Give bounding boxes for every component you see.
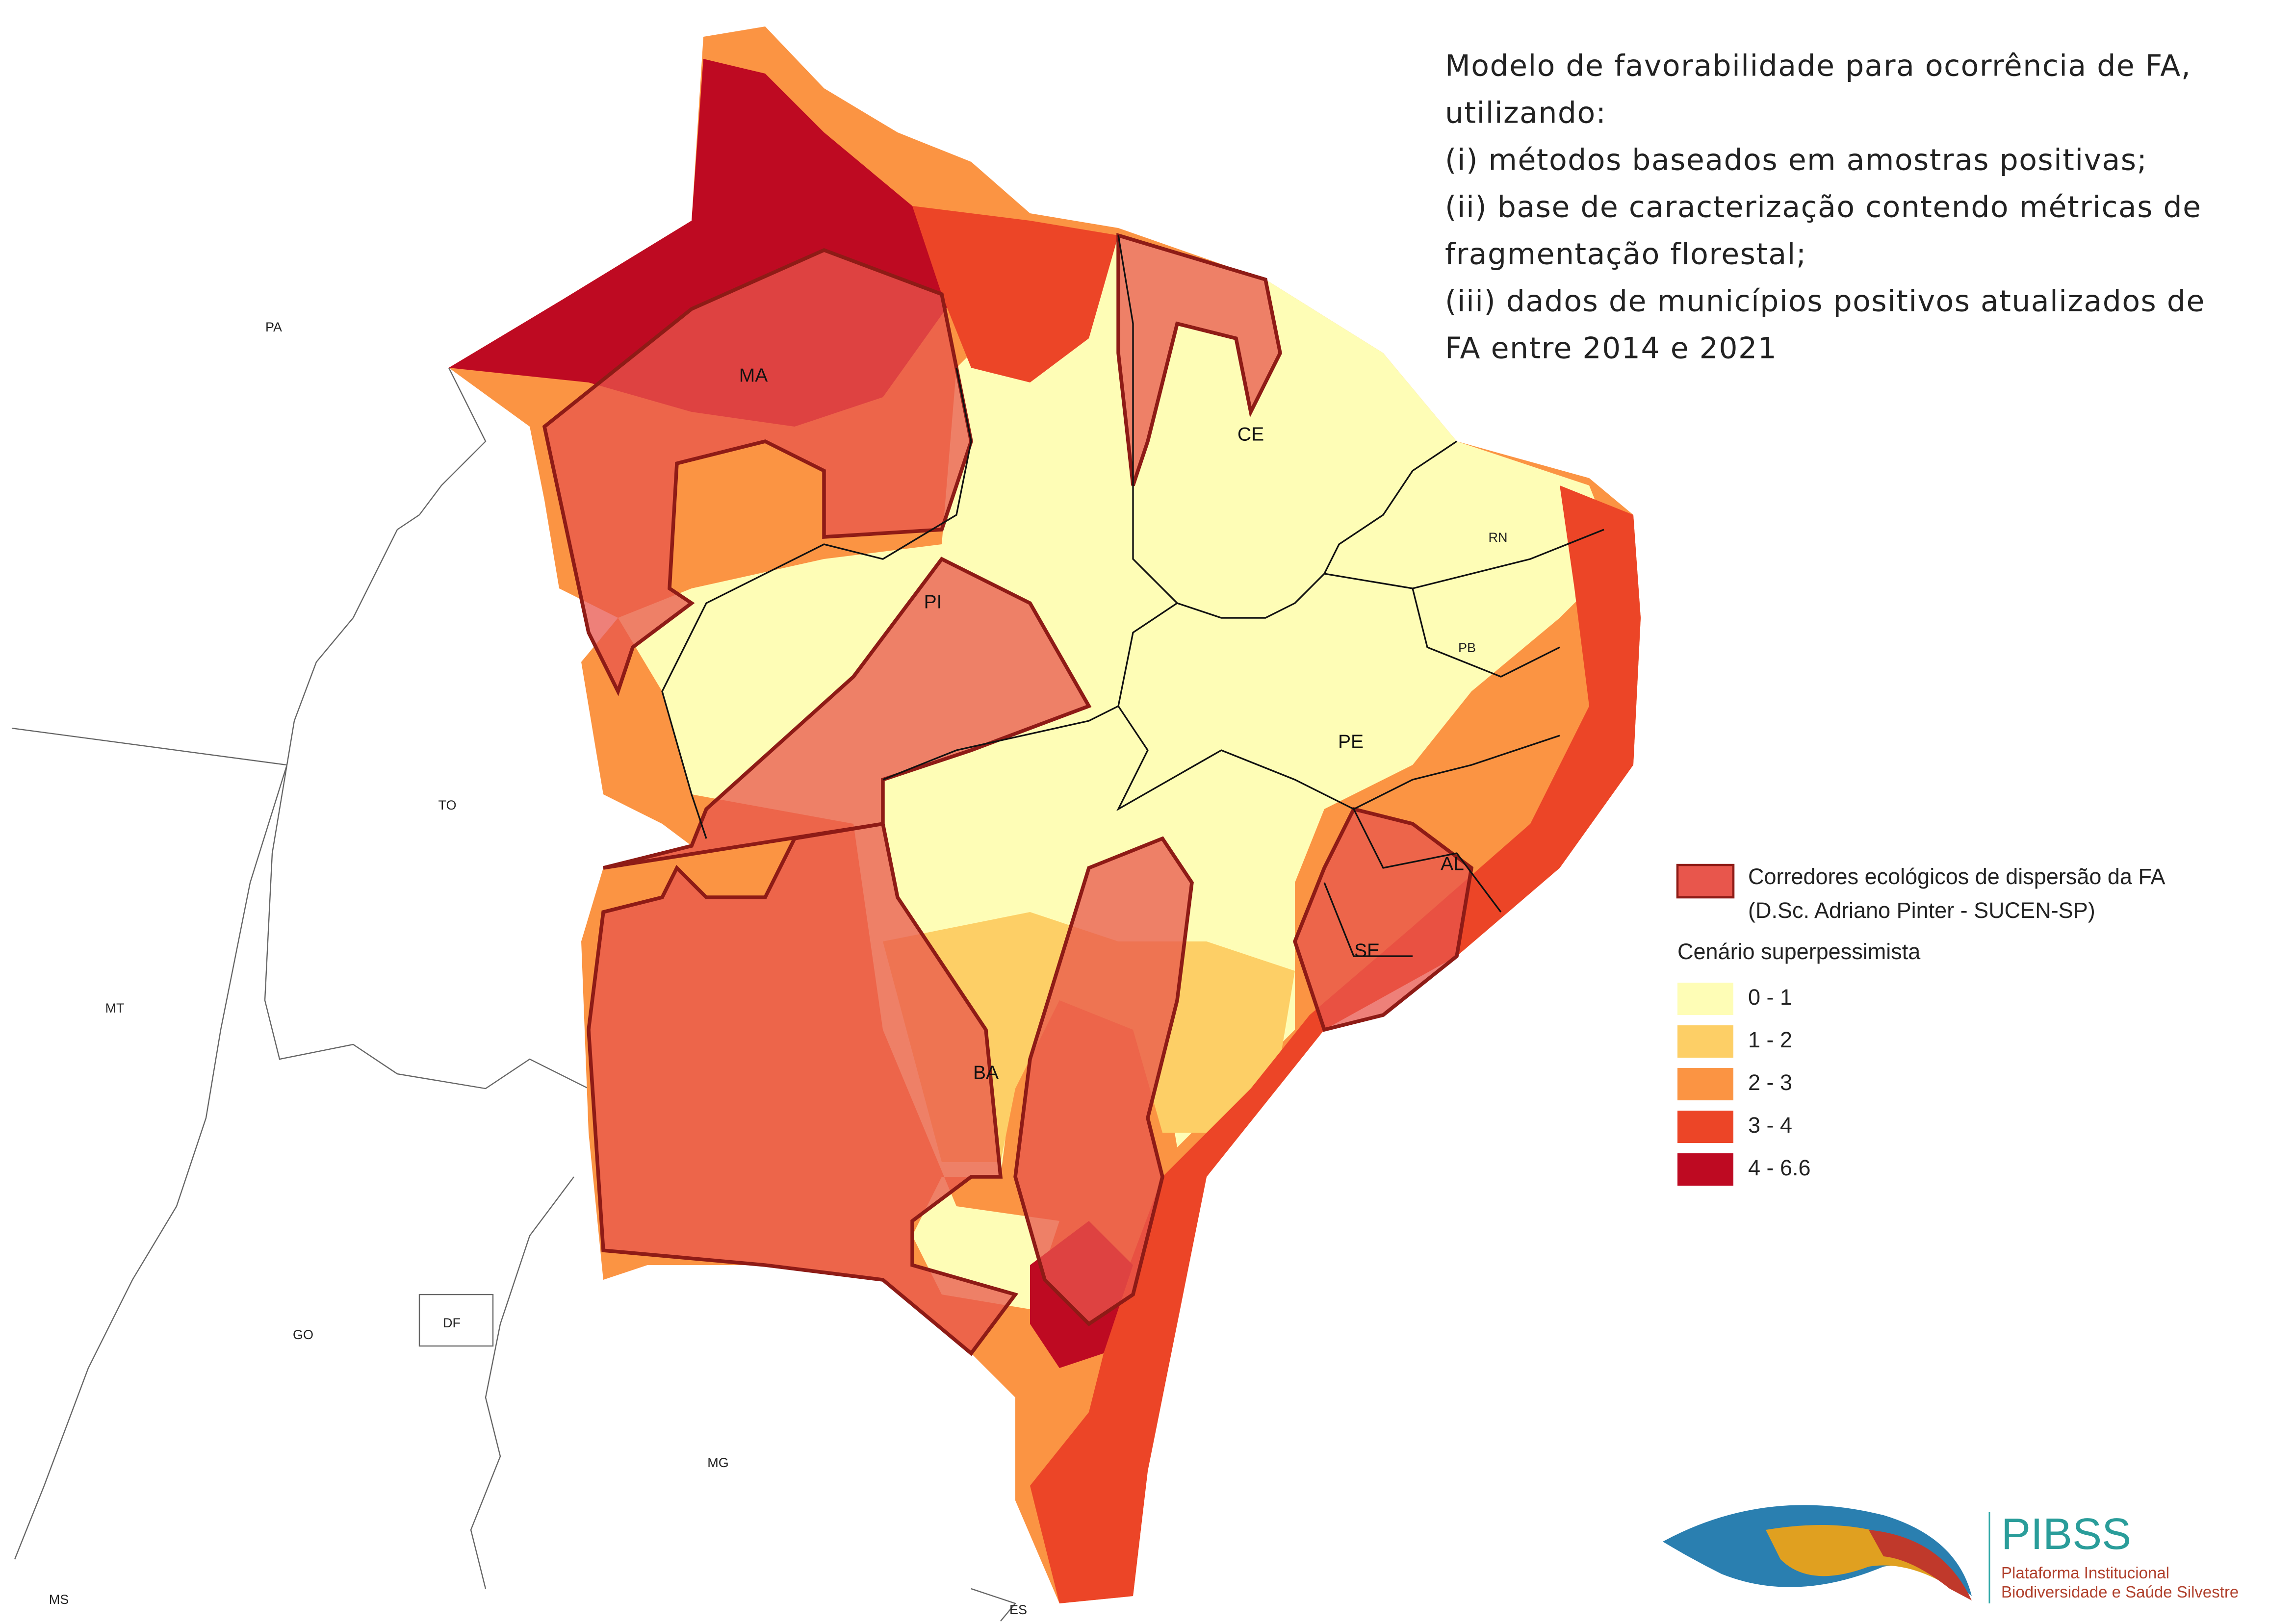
state-label: PA — [265, 320, 282, 334]
state-label: PE — [1338, 731, 1364, 752]
legend-label: Corredores ecológicos de dispersão da FA — [1748, 864, 2165, 889]
state-label: MS — [49, 1592, 69, 1607]
state-label: SE — [1354, 940, 1380, 961]
title-line: (ii) base de caracterização contendo mét… — [1445, 190, 2202, 225]
logo-line: Plataforma Institucional — [2001, 1564, 2169, 1582]
state-label: MT — [105, 1001, 125, 1015]
state-label: DF — [443, 1316, 461, 1330]
corridor — [542, 248, 973, 696]
logo-line: Biodiversidade e Saúde Silvestre — [2001, 1583, 2239, 1601]
state-label: GO — [293, 1327, 313, 1342]
legend-label: 4 - 6.6 — [1748, 1155, 1811, 1180]
state-label: MG — [707, 1455, 729, 1470]
region — [912, 206, 1118, 383]
corridor — [587, 557, 1092, 1356]
legend-label: 3 - 4 — [1748, 1113, 1792, 1138]
legend-swatch — [1677, 1153, 1733, 1186]
legend: Corredores ecológicos de dispersão da FA… — [1676, 863, 2165, 1186]
legend-swatch — [1677, 983, 1733, 1015]
corridor — [1116, 233, 1282, 486]
title-line: utilizando: — [1445, 96, 1606, 130]
legend-swatch — [1677, 1068, 1733, 1101]
title-line: FA entre 2014 e 2021 — [1445, 331, 1777, 366]
state-boundaries — [661, 235, 1604, 957]
logo-shape — [1869, 1530, 1972, 1601]
legend-swatch — [1676, 863, 1735, 899]
corridor — [1293, 807, 1474, 1032]
state-label: MA — [739, 365, 768, 386]
legend-title: Cenário superpessimista — [1677, 939, 1921, 964]
region — [1030, 485, 1641, 1604]
logo-name: PIBSS — [2001, 1510, 2131, 1559]
legend-label: 2 - 3 — [1748, 1070, 1792, 1095]
region — [618, 235, 1619, 1310]
state-label: ES — [1009, 1602, 1027, 1617]
state-label: AL — [1441, 853, 1464, 874]
legend-swatch — [1677, 1111, 1733, 1143]
title-line: (iii) dados de municípios positivos atua… — [1445, 284, 2205, 319]
title: Modelo de favorabilidade para ocorrência… — [1445, 49, 2205, 366]
state-labels: PA TO MT GO DF MG MS ES MA PI CE RN PB P… — [49, 320, 1508, 1617]
corridor — [1013, 836, 1194, 1326]
logo-shape — [1766, 1525, 1964, 1597]
logo: PIBSS Plataforma Institucional Biodivers… — [1663, 1505, 2239, 1604]
title-line: fragmentação florestal; — [1445, 237, 1807, 272]
state-label: CE — [1237, 424, 1264, 445]
state-label: RN — [1489, 530, 1508, 545]
legend-label: 0 - 1 — [1748, 985, 1792, 1010]
legend-swatch — [1677, 1025, 1733, 1058]
title-line: Modelo de favorabilidade para ocorrência… — [1445, 49, 2191, 83]
state-label: PB — [1458, 640, 1476, 655]
state-label: PI — [924, 591, 942, 612]
neighbour-borders — [11, 367, 1017, 1622]
legend-label: 1 - 2 — [1748, 1027, 1792, 1052]
legend-classes: 0 - 1 1 - 2 2 - 3 3 - 4 4 - 6.6 — [1677, 983, 1811, 1186]
state-label: TO — [438, 798, 456, 812]
state-label: BA — [973, 1062, 999, 1083]
corridors — [542, 233, 1474, 1356]
legend-label: (D.Sc. Adriano Pinter - SUCEN-SP) — [1748, 898, 2095, 923]
title-line: (i) métodos baseados em amostras positiv… — [1445, 143, 2147, 178]
